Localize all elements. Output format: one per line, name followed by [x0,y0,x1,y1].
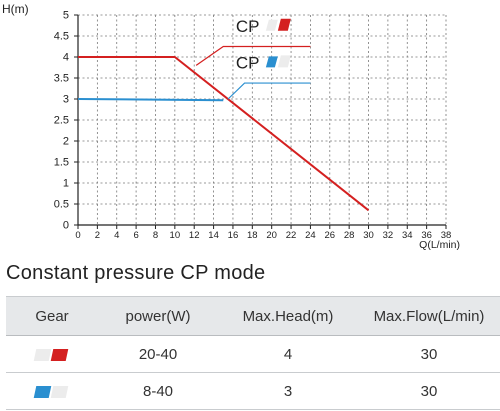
gear-cell [6,335,98,373]
gear-active-swatch [33,385,52,398]
x-tick-label: 18 [247,230,258,241]
x-tick-label: 34 [402,230,413,241]
gear-low-icon [33,384,69,400]
callout-line-high [195,45,311,66]
x-tick-label: 28 [344,230,355,241]
legend-swatch-left [265,19,278,31]
series-line-low [77,98,224,102]
y-tick-label: 1.5 [54,157,69,169]
y-axis-label: H(m) [2,2,29,16]
power-cell: 20-40 [98,335,218,373]
table-row: 8-40 3 30 [6,372,500,410]
x-tick-label: 26 [325,230,336,241]
x-axis-label: Q(L/min) [419,239,460,251]
x-tick-label: 32 [383,230,394,241]
section-title: Constant pressure CP mode [6,262,266,284]
power-cell: 8-40 [98,372,218,410]
y-tick-label: 5 [63,10,69,22]
x-tick-label: 4 [114,230,119,241]
y-tick-label: 3.5 [54,73,69,85]
x-tick-label: 16 [228,230,239,241]
x-tick-label: 20 [266,230,277,241]
table-header-row: Gear power(W) Max.Head(m) Max.Flow(L/min… [6,296,500,336]
y-tick-label: 2.5 [54,115,69,127]
gear-inactive-swatch [50,385,69,398]
gear-high-icon [33,347,69,363]
legend-swatch-left [265,56,278,68]
gear-active-swatch [50,348,69,361]
x-tick-label: 0 [75,230,80,241]
spec-table: Gear power(W) Max.Head(m) Max.Flow(L/min… [6,296,500,410]
x-tick-label: 8 [153,230,158,241]
max-flow-cell: 30 [358,372,500,410]
max-head-cell: 4 [218,335,358,373]
x-tick-label: 36 [421,230,432,241]
x-tick-label: 6 [133,230,138,241]
y-tick-label: 2 [63,136,69,148]
y-tick-label: 4.5 [54,31,69,43]
gear-cell [6,372,98,410]
header-max-flow: Max.Flow(L/min) [358,296,500,336]
callout-line-low [227,82,311,100]
y-tick-label: 4 [63,52,69,64]
y-tick-label: 0.5 [54,199,69,211]
x-tick-label: 22 [286,230,297,241]
x-tick-label: 38 [441,230,452,241]
x-tick-label: 24 [305,230,316,241]
header-max-head: Max.Head(m) [218,296,358,336]
x-tick-label: 30 [363,230,374,241]
y-tick-label: 1 [63,178,69,190]
x-tick-label: 14 [208,230,219,241]
y-tick-label: 3 [63,94,69,106]
legend-swatch-right [277,18,291,31]
series-line-high [78,56,370,212]
pump-curve-chart: 0 2 4 6 8 10 12 14 16 18 20 22 24 26 28 30 32 34 36 3800.51… [2,2,460,251]
max-head-cell: 3 [218,372,358,410]
table-row: 20-40 4 30 [6,335,500,373]
header-gear: Gear [6,296,98,336]
x-tick-label: 12 [189,230,200,241]
legend-label-high: CP [236,17,260,36]
max-flow-cell: 30 [358,335,500,373]
gear-inactive-swatch [33,348,52,361]
x-tick-label: 2 [95,230,100,241]
header-power: power(W) [98,296,218,336]
legend-label-low: CP [236,53,260,72]
y-tick-label: 0 [63,220,69,232]
legend-swatch-right [277,55,291,68]
x-tick-label: 10 [170,230,181,241]
